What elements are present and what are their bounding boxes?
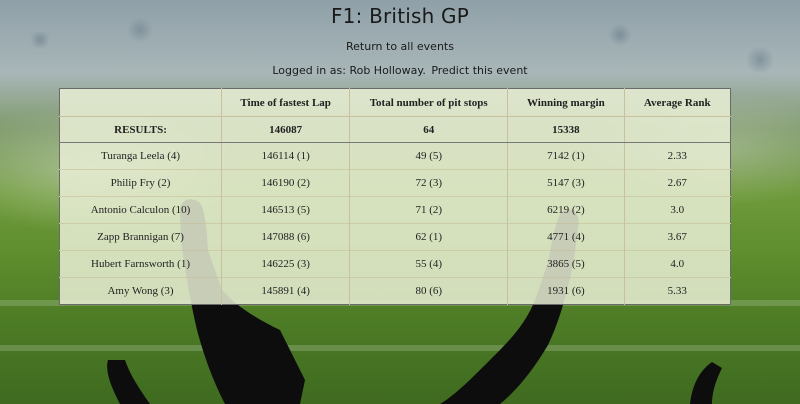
- average-rank-cell: 5.33: [623, 277, 731, 305]
- table-row: Hubert Farnsworth (1) 146225 (3) 55 (4) …: [59, 250, 731, 278]
- fastest-lap-cell: 147088 (6): [221, 223, 350, 251]
- winning-margin-cell: 6219 (2): [507, 196, 625, 224]
- results-label: RESULTS:: [59, 116, 222, 143]
- average-rank-cell: 3.0: [623, 196, 731, 224]
- pit-stops-cell: 49 (5): [349, 142, 508, 170]
- table-header-row: Time of fastest Lap Total number of pit …: [59, 88, 731, 117]
- winning-margin-cell: 4771 (4): [507, 223, 625, 251]
- fastest-lap-cell: 146225 (3): [221, 250, 350, 278]
- page-title: F1: British GP: [330, 4, 470, 28]
- average-rank-cell: 4.0: [623, 250, 731, 278]
- fastest-lap-cell: 146190 (2): [221, 169, 350, 197]
- average-rank-cell: 2.33: [623, 142, 731, 170]
- results-winning-margin: 15338: [507, 116, 625, 143]
- winning-margin-cell: 7142 (1): [507, 142, 625, 170]
- winning-margin-cell: 3865 (5): [507, 250, 625, 278]
- table-row: Amy Wong (3) 145891 (4) 80 (6) 1931 (6) …: [59, 277, 731, 305]
- player-name: Zapp Brannigan (7): [59, 223, 222, 251]
- fastest-lap-cell: 146114 (1): [221, 142, 350, 170]
- return-to-events-link[interactable]: Return to all events: [346, 40, 454, 53]
- column-header-player: [59, 88, 222, 117]
- logged-in-text: Logged in as: Rob Holloway.: [272, 64, 426, 77]
- average-rank-cell: 2.67: [623, 169, 731, 197]
- average-rank-cell: 3.67: [623, 223, 731, 251]
- table-row: Turanga Leela (4) 146114 (1) 49 (5) 7142…: [60, 142, 731, 170]
- pit-stops-cell: 72 (3): [349, 169, 508, 197]
- results-fastest-lap: 146087: [221, 116, 350, 143]
- player-name: Antonio Calculon (10): [59, 196, 222, 224]
- results-table: Time of fastest Lap Total number of pit …: [59, 88, 731, 305]
- fastest-lap-cell: 146513 (5): [221, 196, 350, 224]
- column-header-average-rank: Average Rank: [623, 88, 731, 117]
- results-average-rank: [623, 116, 731, 143]
- results-pit-stops: 64: [349, 116, 508, 143]
- column-header-pit-stops: Total number of pit stops: [349, 88, 508, 117]
- player-name: Amy Wong (3): [59, 277, 222, 305]
- player-name: Hubert Farnsworth (1): [59, 250, 222, 278]
- table-row: Zapp Brannigan (7) 147088 (6) 62 (1) 477…: [59, 223, 731, 251]
- predict-event-link[interactable]: Predict this event: [431, 64, 528, 77]
- pit-stops-cell: 55 (4): [349, 250, 508, 278]
- table-row: Philip Fry (2) 146190 (2) 72 (3) 5147 (3…: [59, 169, 731, 197]
- fastest-lap-cell: 145891 (4): [221, 277, 350, 305]
- login-status-bar: Logged in as: Rob Holloway. Predict this…: [0, 64, 800, 77]
- winning-margin-cell: 1931 (6): [507, 277, 625, 305]
- pit-stops-cell: 62 (1): [349, 223, 508, 251]
- pit-stops-cell: 71 (2): [349, 196, 508, 224]
- column-header-winning-margin: Winning margin: [507, 88, 625, 117]
- winning-margin-cell: 5147 (3): [507, 169, 625, 197]
- results-summary-row: RESULTS: 146087 64 15338: [59, 116, 731, 143]
- pit-stops-cell: 80 (6): [349, 277, 508, 305]
- table-row: Antonio Calculon (10) 146513 (5) 71 (2) …: [59, 196, 731, 224]
- column-header-fastest-lap: Time of fastest Lap: [221, 88, 350, 117]
- player-name: Philip Fry (2): [59, 169, 222, 197]
- pitch-stripe: [0, 345, 800, 351]
- player-name: Turanga Leela (4): [101, 150, 181, 162]
